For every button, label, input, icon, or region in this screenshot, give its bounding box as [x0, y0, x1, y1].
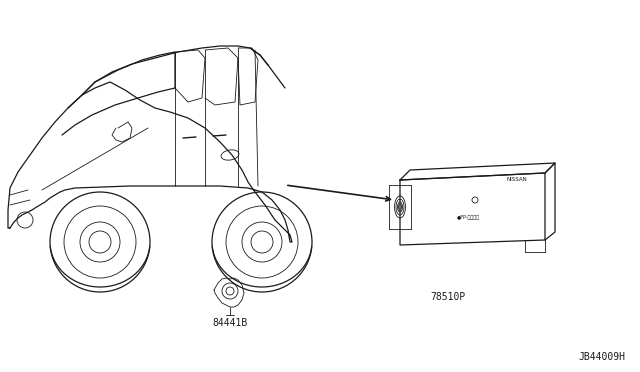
Text: NISSAN: NISSAN — [506, 177, 527, 182]
Text: 84441B: 84441B — [212, 318, 248, 328]
Text: JB44009H: JB44009H — [578, 352, 625, 362]
Text: ●FP-ネフスク: ●FP-ネフスク — [456, 215, 479, 219]
Text: 78510P: 78510P — [430, 292, 466, 302]
